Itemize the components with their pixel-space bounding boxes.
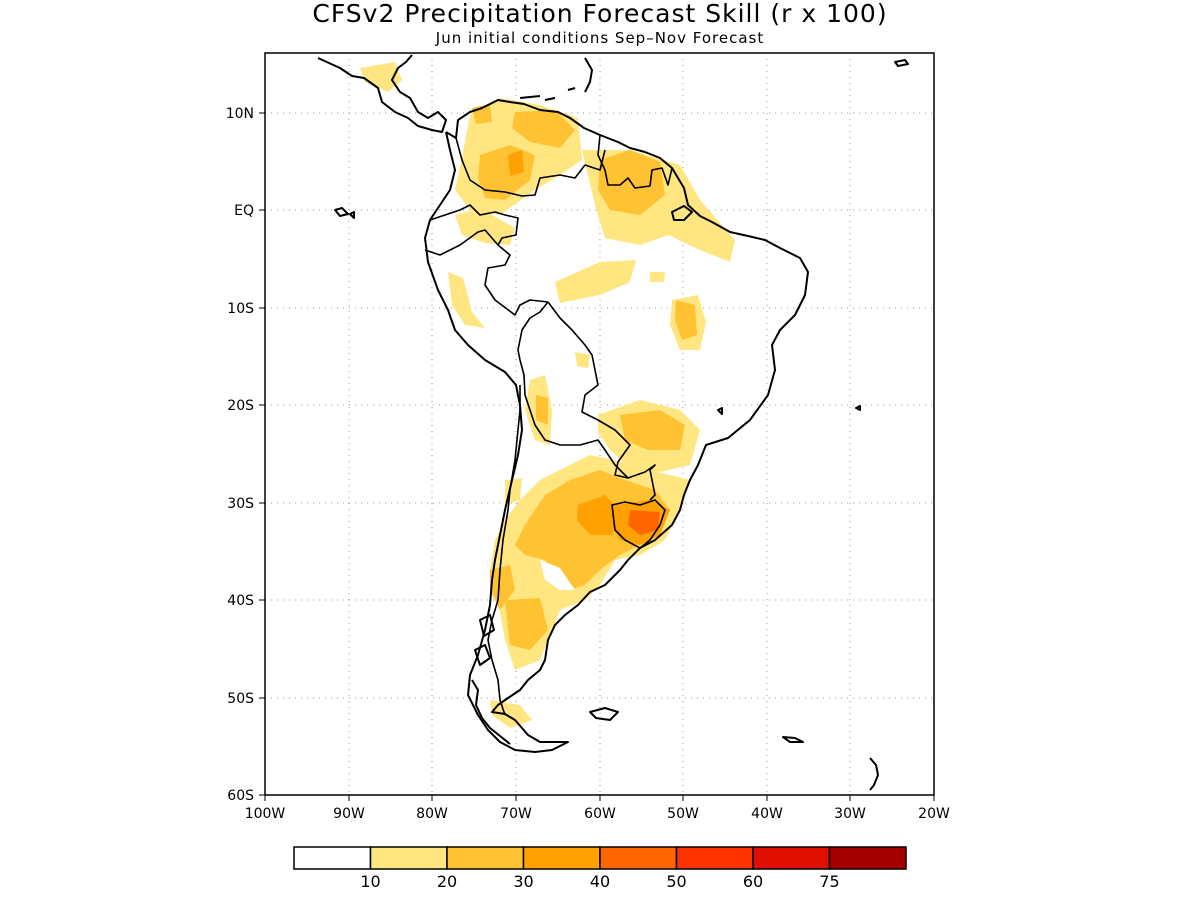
colorbar-swatch [369, 846, 448, 870]
lat-label-20s: 20S [227, 398, 254, 414]
colorbar-swatch [675, 846, 754, 870]
skill-40-50 [628, 510, 660, 535]
gridlines [265, 53, 934, 795]
colorbar-label: 60 [743, 872, 763, 891]
lon-label-70w: 70W [500, 806, 532, 822]
lon-label-100w: 100W [245, 806, 286, 822]
colorbar-swatch [752, 846, 831, 870]
colorbar-label: 20 [437, 872, 457, 891]
colorbar-swatch [446, 846, 525, 870]
colorbar: 10 20 30 40 50 60 75 [293, 846, 907, 891]
colorbar-label: 50 [666, 872, 686, 891]
lon-label-60w: 60W [584, 806, 616, 822]
lat-label-40s: 40S [227, 593, 254, 609]
colorbar-swatch [599, 846, 678, 870]
skill-20-30 [472, 104, 697, 650]
lat-label-50s: 50S [227, 691, 254, 707]
colorbar-swatch [522, 846, 601, 870]
lon-label-30w: 30W [834, 806, 866, 822]
colorbar-label: 10 [360, 872, 380, 891]
colorbar-swatch [293, 846, 372, 870]
map-title: CFSv2 Precipitation Forecast Skill (r x … [312, 0, 888, 28]
coastlines [317, 54, 909, 791]
colorbar-label: 40 [590, 872, 610, 891]
lat-label-10n: 10N [226, 106, 254, 122]
lon-label-90w: 90W [333, 806, 365, 822]
colorbar-label: 75 [819, 872, 839, 891]
lon-label-50w: 50W [667, 806, 699, 822]
map-subtitle: Jun initial conditions Sep–Nov Forecast [435, 29, 765, 47]
lon-labels: 100W 90W 80W 70W 60W 50W 40W 30W 20W [245, 806, 950, 822]
colorbar-swatch [828, 846, 907, 870]
lon-label-40w: 40W [751, 806, 783, 822]
lat-label-eq: EQ [234, 203, 254, 219]
lon-label-80w: 80W [416, 806, 448, 822]
lat-labels: 10N EQ 10S 20S 30S 40S 50S 60S [226, 106, 254, 804]
lat-label-30s: 30S [227, 496, 254, 512]
lon-label-20w: 20W [918, 806, 950, 822]
lat-label-60s: 60S [227, 788, 254, 804]
country-borders [424, 134, 673, 716]
lat-label-10s: 10S [227, 301, 254, 317]
ticks [259, 112, 935, 801]
colorbar-label: 30 [513, 872, 533, 891]
